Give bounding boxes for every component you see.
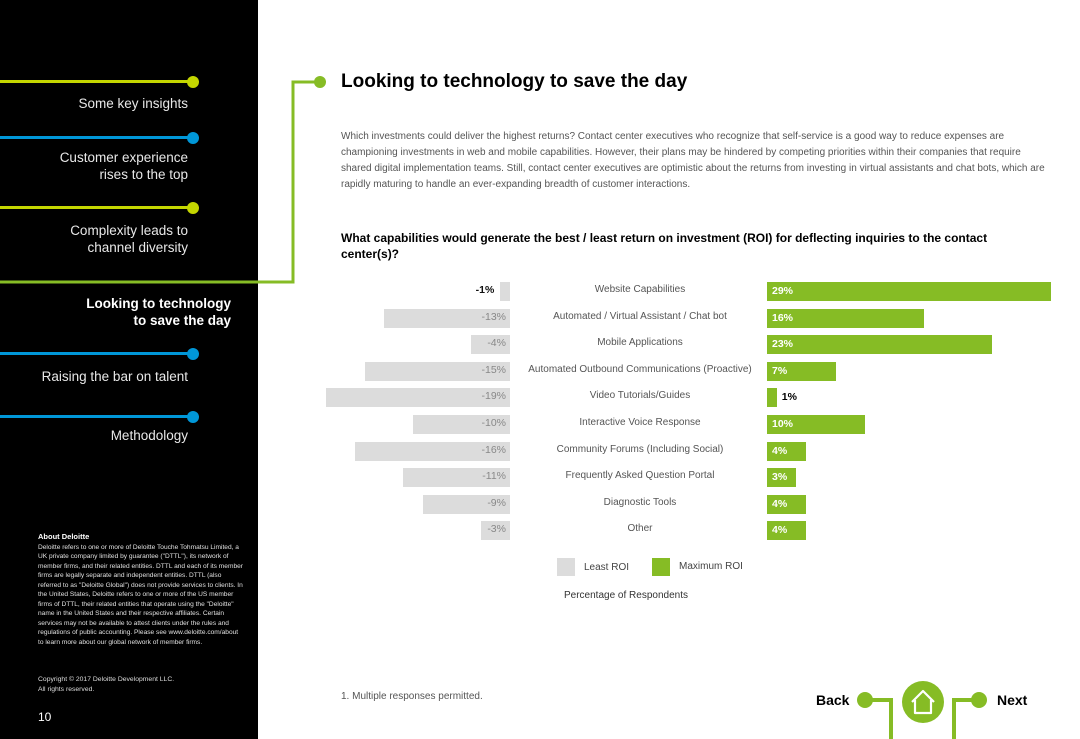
max-roi-bar <box>767 335 993 355</box>
legend-label-least: Least ROI <box>584 562 630 573</box>
least-roi-bar <box>422 494 510 514</box>
nav-line-2 <box>0 136 193 139</box>
least-roi-value: -1% <box>475 284 495 296</box>
least-roi-value: -19% <box>481 390 506 403</box>
sidebar-item-methodology[interactable]: Methodology <box>110 428 188 443</box>
max-roi-value: 7% <box>772 364 788 377</box>
chart-row: -1% Website Capabilities 29% <box>0 280 1080 302</box>
category-label: Automated Outbound Communications (Proac… <box>528 363 752 375</box>
home-icon <box>911 689 935 715</box>
sidebar-item-customer-experience[interactable]: Customer experience rises to the top <box>59 150 188 182</box>
max-roi-value: 10% <box>772 418 794 430</box>
chart-row: -13% Automated / Virtual Assistant / Chat… <box>0 307 1080 329</box>
chart-row: -9% Diagnostic Tools 4% <box>0 493 1080 515</box>
max-roi-value: 3% <box>772 471 788 484</box>
least-roi-value: -11% <box>482 470 506 483</box>
category-label: Website Capabilities <box>594 284 686 295</box>
least-roi-bar <box>413 415 510 434</box>
chart-row: -15% Automated Outbound Communications (P… <box>0 360 1080 382</box>
max-roi-bar <box>767 494 807 514</box>
back-connector <box>857 692 893 739</box>
about-title: About Deloitte <box>38 532 90 541</box>
least-roi-value: -15% <box>481 363 506 376</box>
max-roi-value: 4% <box>772 444 788 457</box>
next-button[interactable]: Next <box>997 692 1028 708</box>
home-button[interactable] <box>902 681 944 723</box>
least-roi-value: -3% <box>487 523 506 536</box>
least-roi-bar <box>480 521 510 541</box>
chart-row: -16% Community Forums (Including Social) 4… <box>0 440 1080 462</box>
legend-label-max: Maximum ROI <box>679 561 743 572</box>
sidebar-item-complexity[interactable]: Complexity leads to channel diversity <box>70 223 188 255</box>
least-roi-value: -10% <box>481 417 506 429</box>
category-label: Automated / Virtual Assistant / Chat bot <box>553 310 727 322</box>
legend-swatch-max <box>652 558 670 576</box>
least-roi-bar <box>354 441 510 461</box>
nav-dot-6 <box>187 411 199 423</box>
chart-question: What capabilities would generate the bes… <box>341 231 988 261</box>
least-roi-value: -4% <box>487 337 506 350</box>
active-section-connector <box>0 76 326 284</box>
legend-swatch-least <box>557 558 575 576</box>
next-connector <box>952 692 987 739</box>
about-text: Deloitte refers to one or more of Deloit… <box>38 543 243 646</box>
max-roi-bar <box>767 521 807 541</box>
category-label: Video Tutorials/Guides <box>589 390 691 402</box>
nav-dot-1 <box>187 76 199 88</box>
least-roi-bar <box>383 308 510 328</box>
category-label: Interactive Voice Response <box>579 417 701 428</box>
max-roi-value: 4% <box>772 497 788 510</box>
chart-row: -3% Other 4% <box>0 519 1080 541</box>
max-roi-bar <box>767 415 865 434</box>
max-roi-value: 4% <box>772 524 788 537</box>
nav-dot-2 <box>187 132 199 144</box>
chart-row: -10% Interactive Voice Response 10% <box>0 413 1080 435</box>
category-label: Mobile Applications <box>597 337 683 349</box>
about-deloitte: About Deloitte Deloitte refers to one or… <box>38 532 243 647</box>
nav-line-3 <box>0 206 193 209</box>
page-title: Looking to technology to save the day <box>341 71 688 92</box>
nav-dot-3 <box>187 202 199 214</box>
max-roi-value: 29% <box>772 285 794 297</box>
sidebar: Some key insights Customer experience ri… <box>0 0 258 739</box>
page-number: 10 <box>38 710 52 724</box>
nav-line-6 <box>0 415 193 418</box>
chart-row: -4% Mobile Applications 23% <box>0 333 1080 355</box>
max-roi-bar <box>767 361 836 381</box>
least-roi-bar <box>364 361 510 381</box>
nav-line-1 <box>0 80 193 83</box>
max-roi-bar <box>767 388 777 408</box>
max-roi-value: 1% <box>781 391 797 404</box>
footnote: 1. Multiple responses permitted. <box>341 691 483 702</box>
copyright: Copyright © 2017 Deloitte Development LL… <box>38 676 175 693</box>
chart-xlabel: Percentage of Respondents <box>564 590 688 601</box>
least-roi-bar <box>403 468 510 488</box>
max-roi-bar <box>767 468 797 488</box>
least-roi-bar <box>325 388 510 408</box>
least-roi-value: -16% <box>481 443 506 456</box>
sidebar-item-technology[interactable]: Looking to technology to save the day <box>86 296 231 328</box>
category-label: Frequently Asked Question Portal <box>565 470 715 482</box>
sidebar-item-key-insights[interactable]: Some key insights <box>78 96 188 111</box>
category-label: Diagnostic Tools <box>603 496 677 508</box>
max-roi-bar <box>767 308 924 328</box>
least-roi-value: -9% <box>487 496 506 509</box>
category-label: Community Forums (Including Social) <box>556 443 724 455</box>
nav-dot-5 <box>187 348 199 360</box>
least-roi-value: -13% <box>481 310 506 323</box>
nav-line-5 <box>0 352 193 355</box>
sidebar-item-talent[interactable]: Raising the bar on talent <box>41 369 188 384</box>
intro-paragraph: Which investments could deliver the high… <box>341 131 1045 190</box>
max-roi-bar <box>767 282 1052 301</box>
category-label: Other <box>627 523 653 535</box>
least-roi-bar <box>471 335 510 355</box>
max-roi-value: 23% <box>772 338 794 351</box>
chart-row: -11% Frequently Asked Question Portal 3% <box>0 466 1080 488</box>
back-button[interactable]: Back <box>816 692 850 708</box>
max-roi-value: 16% <box>772 311 794 324</box>
chart-row: -19% Video Tutorials/Guides 1% <box>0 386 1080 408</box>
least-roi-bar <box>500 282 510 301</box>
max-roi-bar <box>767 441 807 461</box>
